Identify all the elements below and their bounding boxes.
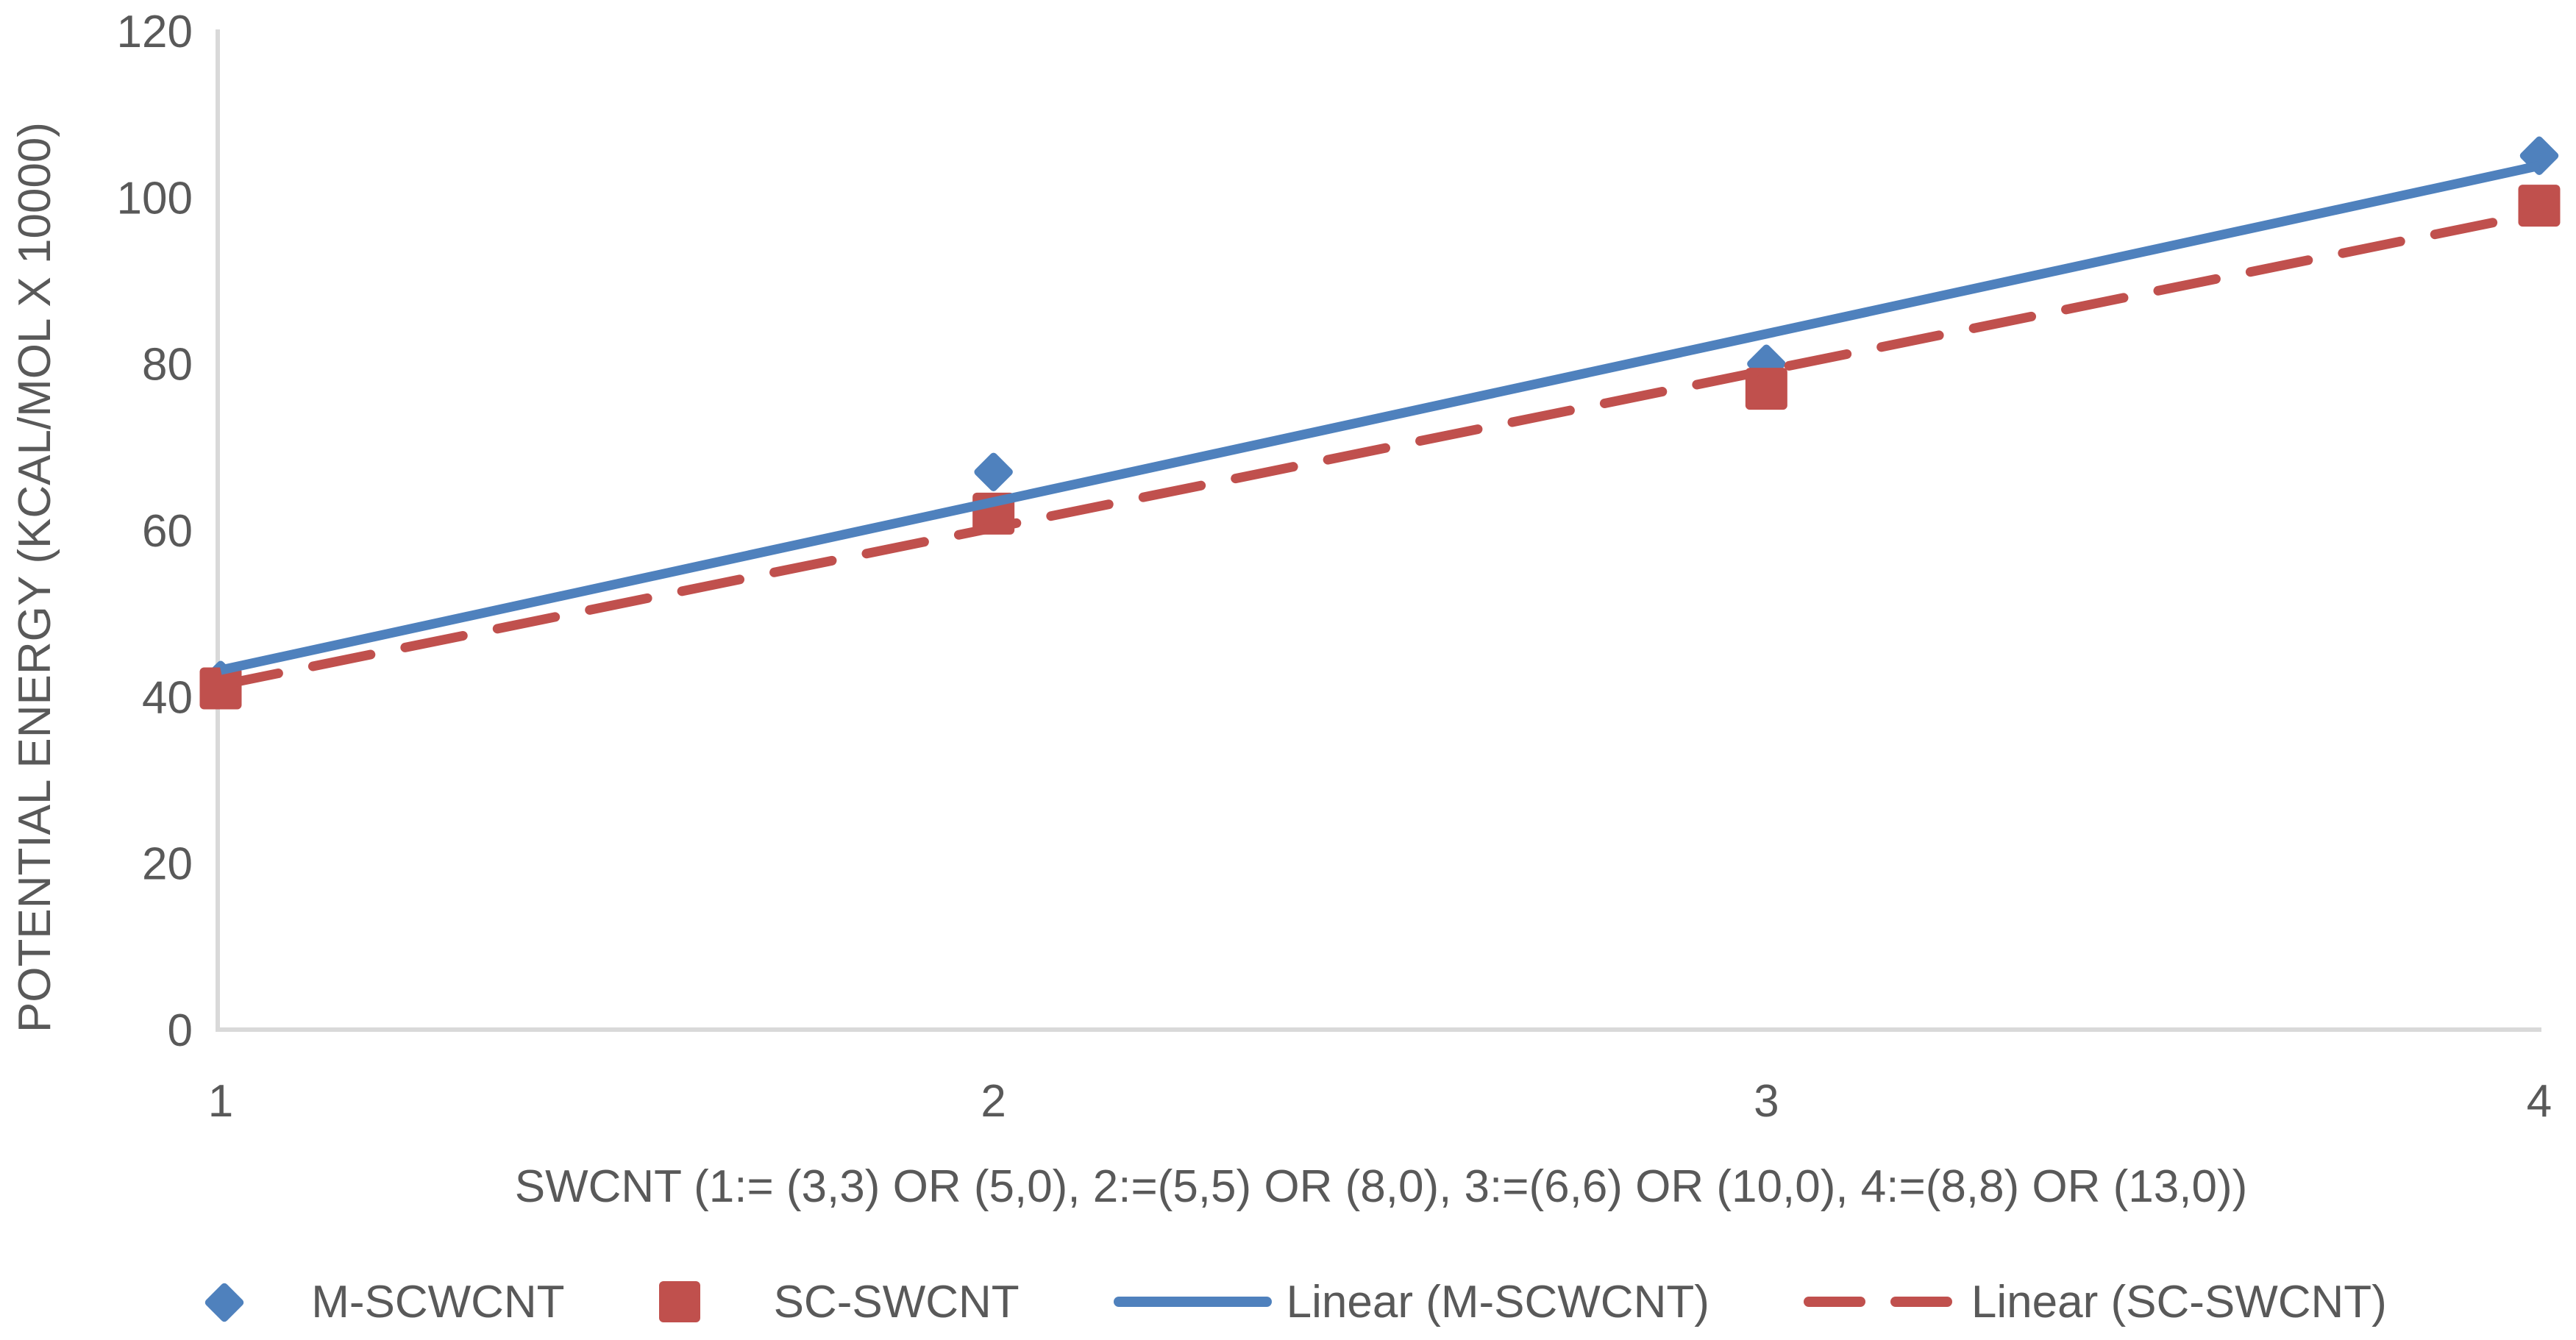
legend: M-SCWCNT SC-SWCNT Linear (M-SCWCNT) Line… xyxy=(0,1264,2576,1340)
marker-m-scwcnt xyxy=(974,452,1013,491)
legend-item-sc-swcnt: SC-SWCNT xyxy=(658,1276,1020,1328)
trendline-sc-swcnt xyxy=(216,208,2544,690)
legend-label-m-scwcnt: M-SCWCNT xyxy=(311,1276,565,1327)
solid-line-icon xyxy=(1113,1297,1272,1307)
legend-item-linear-sc-swcnt: Linear (SC-SWCNT) xyxy=(1803,1276,2387,1328)
legend-item-linear-m-scwcnt: Linear (M-SCWCNT) xyxy=(1113,1276,1709,1328)
y-tick-label: 120 xyxy=(117,7,193,57)
legend-label-linear-m-scwcnt: Linear (M-SCWCNT) xyxy=(1286,1276,1709,1327)
legend-label-sc-swcnt: SC-SWCNT xyxy=(773,1276,1020,1327)
legend-item-m-scwcnt: M-SCWCNT xyxy=(189,1276,565,1328)
x-tick-label: 3 xyxy=(1754,1076,1779,1127)
dashed-line-icon xyxy=(1803,1297,1952,1307)
marker-sc-swcnt xyxy=(2518,185,2561,227)
y-tick-label: 80 xyxy=(142,340,193,391)
x-tick-label: 2 xyxy=(981,1076,1006,1127)
marker-sc-swcnt xyxy=(1745,368,1787,410)
y-tick-label: 100 xyxy=(117,173,193,224)
square-marker-icon xyxy=(658,1281,700,1322)
y-tick-label: 0 xyxy=(168,1005,193,1056)
x-axis-title: SWCNT (1:= (3,3) OR (5,0), 2:=(5,5) OR (… xyxy=(514,1161,2248,1212)
legend-label-linear-sc-swcnt: Linear (SC-SWCNT) xyxy=(1971,1276,2387,1327)
y-tick-label: 40 xyxy=(142,672,193,723)
y-tick-label: 20 xyxy=(142,839,193,890)
diamond-marker-icon xyxy=(189,1276,260,1328)
y-tick-label: 60 xyxy=(142,506,193,557)
x-tick-label: 1 xyxy=(208,1076,233,1127)
x-tick-label: 4 xyxy=(2527,1076,2552,1127)
y-axis-title: POTENTIAL ENERGY (KCAL/MOL X 10000) xyxy=(10,121,60,1033)
trendline-m-scwcnt xyxy=(219,160,2541,675)
